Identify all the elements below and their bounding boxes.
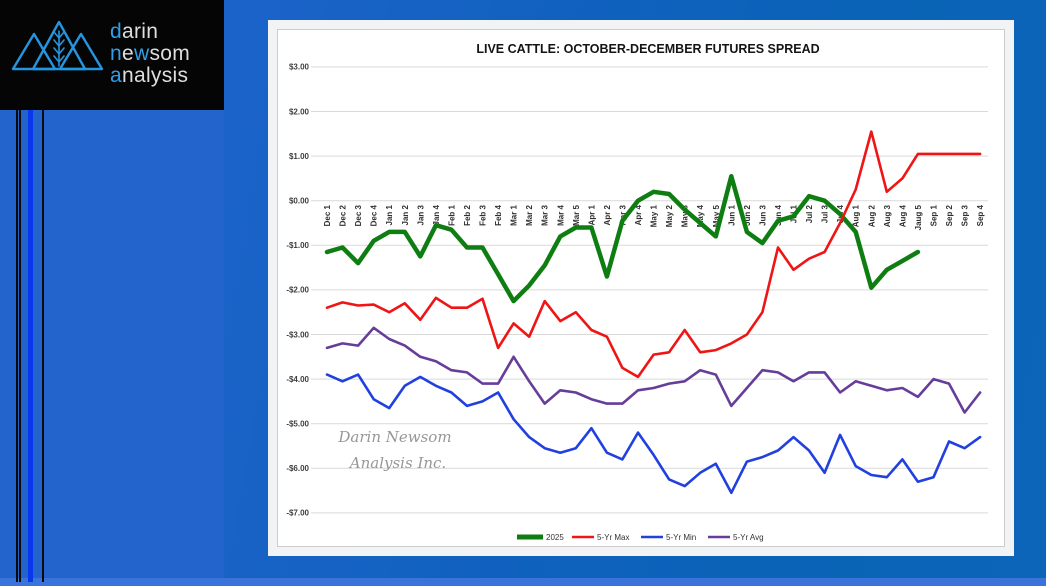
x-tick-label: May 2	[665, 204, 674, 227]
logo-word: analysis	[110, 64, 189, 87]
x-tick-label: Sep 1	[929, 204, 938, 226]
y-axis-labels: $3.00 $2.00 $1.00 $0.00 -$1.00 -$2.00 -$3.00 -$…	[286, 63, 309, 518]
gridlines	[311, 66, 988, 514]
x-tick-label: Apr 2	[603, 204, 612, 225]
x-tick-label: Apr 4	[634, 204, 643, 225]
legend-label: 5-Yr Avg	[733, 533, 764, 542]
chart-area: $3.00 $2.00 $1.00 $0.00 -$1.00 -$2.00 -$3.00 -$…	[277, 29, 1005, 547]
logo-word: darin	[110, 20, 159, 43]
x-tick-label: Sep 2	[945, 204, 954, 226]
x-tick-label: Aug 3	[883, 204, 892, 227]
legend: 2025 5-Yr Max 5-Yr Min 5-Yr Avg	[517, 533, 764, 542]
legend-label: 5-Yr Min	[666, 533, 696, 542]
watermark: Darin Newsom Analysis Inc.	[337, 428, 451, 472]
watermark-line2: Analysis Inc.	[348, 454, 446, 472]
series-5-yr-avg	[325, 326, 982, 414]
x-tick-label: Aug 4	[898, 204, 907, 227]
logo-word: newsom	[110, 42, 191, 65]
data-series	[324, 130, 982, 495]
window-edge-line	[19, 110, 21, 582]
x-tick-label: Jul 2	[805, 204, 814, 223]
x-tick-label: Feb 3	[479, 204, 488, 225]
x-tick-label: Apr 3	[618, 204, 627, 225]
x-tick-label: Jan 4	[432, 204, 441, 225]
chart-title: LIVE CATTLE: OCTOBER-DECEMBER FUTURES SP…	[476, 42, 819, 56]
x-tick-label: May 4	[696, 204, 705, 227]
x-tick-label: Jun 1	[727, 204, 736, 225]
series-5-yr-max	[325, 130, 982, 379]
x-tick-label: Aug 1	[852, 204, 861, 227]
x-tick-label: Mar 5	[572, 204, 581, 225]
watermark-line1: Darin Newsom	[337, 428, 451, 446]
legend-label: 5-Yr Max	[597, 533, 629, 542]
x-tick-label: Jan 3	[416, 204, 425, 225]
window-edge-line	[42, 110, 44, 582]
y-tick-label: $1.00	[289, 152, 310, 161]
x-tick-label: Apr 1	[587, 204, 596, 225]
y-tick-label: -$2.00	[286, 286, 309, 295]
blue-accent-stripe	[28, 110, 33, 582]
x-tick-label: Feb 1	[447, 204, 456, 225]
legend-label: 2025	[546, 533, 564, 542]
x-axis-labels: Dec 1 Dec 2 Dec 3 Dec 4 Jan 1 Jan 2 Jan 3 Jan 4…	[323, 204, 985, 230]
y-tick-label: -$1.00	[286, 241, 309, 250]
futures-spread-chart: $3.00 $2.00 $1.00 $0.00 -$1.00 -$2.00 -$3.00 -$…	[286, 42, 988, 542]
logo-text: darin newsom analysis	[110, 21, 190, 87]
y-tick-label: $0.00	[289, 197, 310, 206]
x-tick-label: Sep 3	[961, 204, 970, 226]
series-2025	[324, 173, 921, 304]
x-tick-label: Dec 1	[323, 204, 332, 226]
x-tick-label: May 3	[681, 204, 690, 227]
dna-logo: darin newsom analysis	[0, 0, 224, 110]
x-tick-label: Mar 4	[556, 204, 565, 225]
x-tick-label: Dec 3	[354, 204, 363, 226]
y-tick-label: -$5.00	[286, 420, 309, 429]
x-tick-label: Dec 4	[370, 204, 379, 226]
x-tick-label: Mar 2	[525, 204, 534, 225]
x-tick-label: Jul 3	[821, 204, 830, 223]
x-tick-label: Jun 3	[758, 204, 767, 225]
x-tick-label: Sep 4	[976, 204, 985, 226]
y-tick-label: -$7.00	[286, 509, 309, 518]
x-tick-label: Jun 4	[774, 204, 783, 225]
y-tick-label: $3.00	[289, 63, 310, 72]
x-tick-label: Dec 2	[339, 204, 348, 226]
window-edge-line	[16, 110, 18, 582]
mountains-wheat-icon	[11, 20, 104, 71]
series-5-yr-min	[325, 373, 982, 495]
x-tick-label: Jan 2	[401, 204, 410, 225]
x-tick-label: May 1	[650, 204, 659, 227]
x-tick-label: Mar 1	[510, 204, 519, 225]
chart-panel: $3.00 $2.00 $1.00 $0.00 -$1.00 -$2.00 -$3.00 -$…	[268, 20, 1014, 556]
x-tick-label: Feb 2	[463, 204, 472, 225]
bottom-taskbar-strip	[0, 578, 1046, 586]
x-tick-label: May 5	[712, 204, 721, 227]
y-tick-label: -$4.00	[286, 375, 309, 384]
y-tick-label: $2.00	[289, 107, 310, 116]
x-tick-label: Jaug 5	[914, 204, 923, 230]
x-tick-label: Feb 4	[494, 204, 503, 225]
y-tick-label: -$3.00	[286, 330, 309, 339]
x-tick-label: Aug 2	[867, 204, 876, 227]
x-tick-label: Jun 2	[743, 204, 752, 225]
y-tick-label: -$6.00	[286, 464, 309, 473]
x-tick-label: Jan 1	[385, 204, 394, 225]
x-tick-label: Mar 3	[541, 204, 550, 225]
